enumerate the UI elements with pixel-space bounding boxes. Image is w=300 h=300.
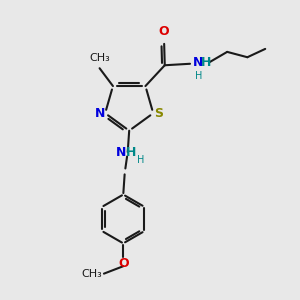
Text: H: H	[136, 154, 144, 164]
Text: H: H	[126, 146, 136, 159]
Text: CH₃: CH₃	[89, 53, 110, 63]
Text: H: H	[200, 56, 211, 69]
Text: N: N	[116, 146, 126, 159]
Text: S: S	[154, 107, 163, 120]
Text: O: O	[159, 25, 170, 38]
Text: O: O	[118, 257, 129, 270]
Text: N: N	[94, 107, 105, 120]
Text: N: N	[192, 56, 203, 69]
Text: CH₃: CH₃	[82, 268, 102, 279]
Text: H: H	[195, 71, 202, 81]
